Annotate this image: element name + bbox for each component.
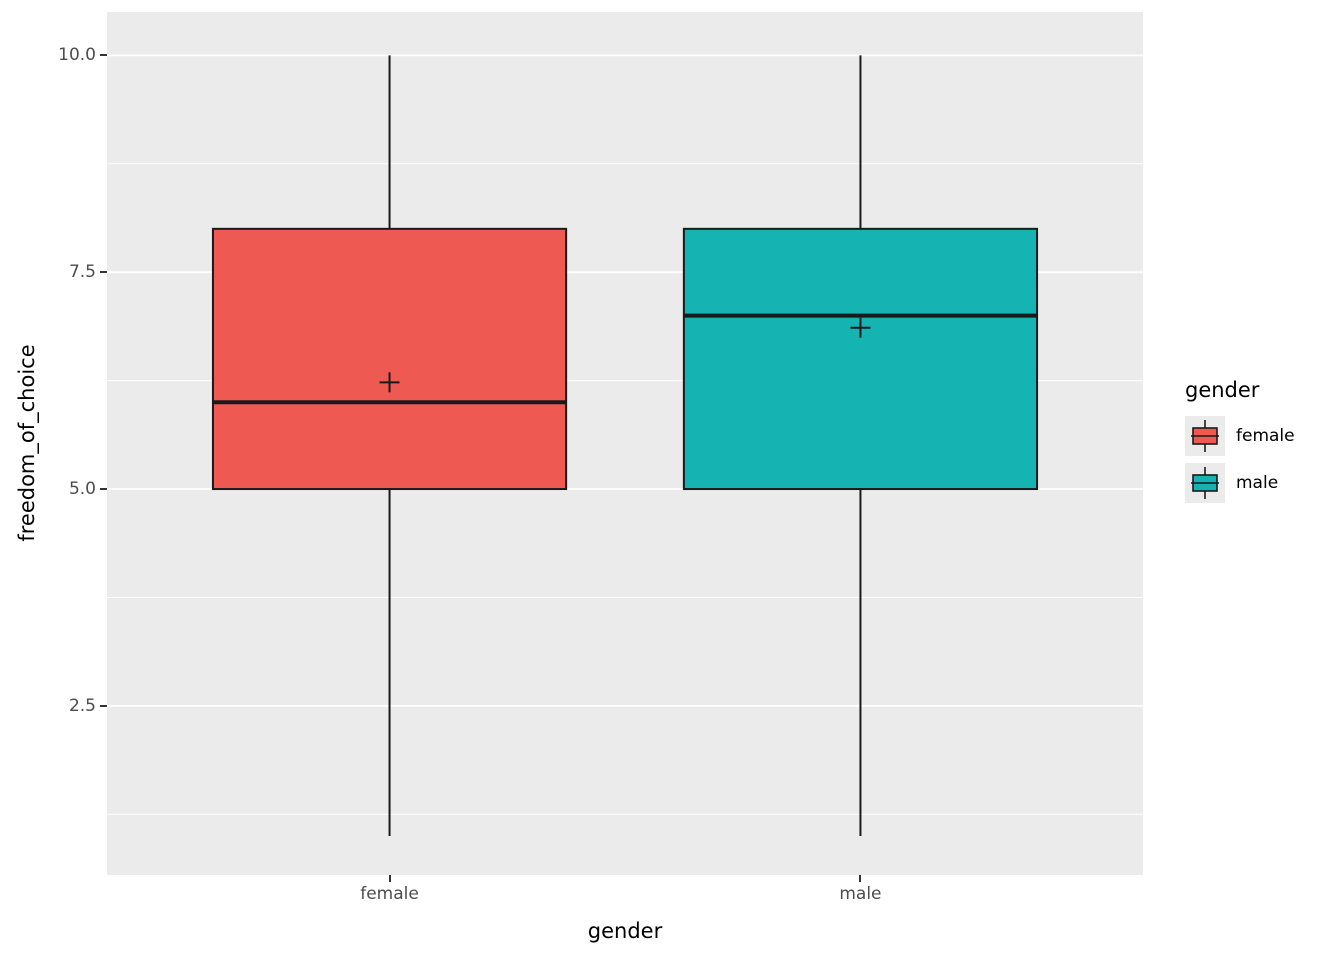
y-tick-label: 5.0: [68, 479, 96, 500]
boxplot-glyph-icon: [1191, 467, 1219, 499]
y-tick-label: 10.0: [58, 45, 96, 66]
y-tick-mark: [100, 271, 107, 274]
legend: gender female male: [1185, 378, 1295, 510]
boxplot-svg: [107, 54, 1143, 836]
y-tick-mark: [100, 488, 107, 491]
x-tick-label: female: [360, 884, 419, 904]
legend-key-boxplot-glyph: [1185, 463, 1225, 503]
y-axis-title: freedom_of_choice: [15, 344, 39, 542]
legend-key-boxplot-glyph: [1185, 416, 1225, 456]
box-male: [682, 227, 1039, 491]
x-tick-mark: [859, 875, 862, 882]
legend-entries: female male: [1185, 416, 1295, 503]
box-female: [211, 227, 568, 491]
y-tick-mark: [100, 54, 107, 57]
x-tick-label: male: [839, 884, 882, 904]
x-tick-mark: [388, 875, 391, 882]
legend-title: gender: [1185, 378, 1260, 402]
legend-entry-label: female: [1236, 426, 1295, 446]
y-tick-label: 2.5: [68, 695, 96, 716]
legend-entry: female: [1185, 416, 1295, 456]
legend-entry: male: [1185, 463, 1295, 503]
plot-panel: [107, 12, 1143, 875]
boxplot-glyph-icon: [1191, 420, 1219, 452]
x-axis-title: gender: [587, 919, 663, 943]
y-tick-mark: [100, 704, 107, 707]
legend-entry-label: male: [1236, 473, 1279, 493]
y-tick-label: 7.5: [68, 262, 96, 283]
